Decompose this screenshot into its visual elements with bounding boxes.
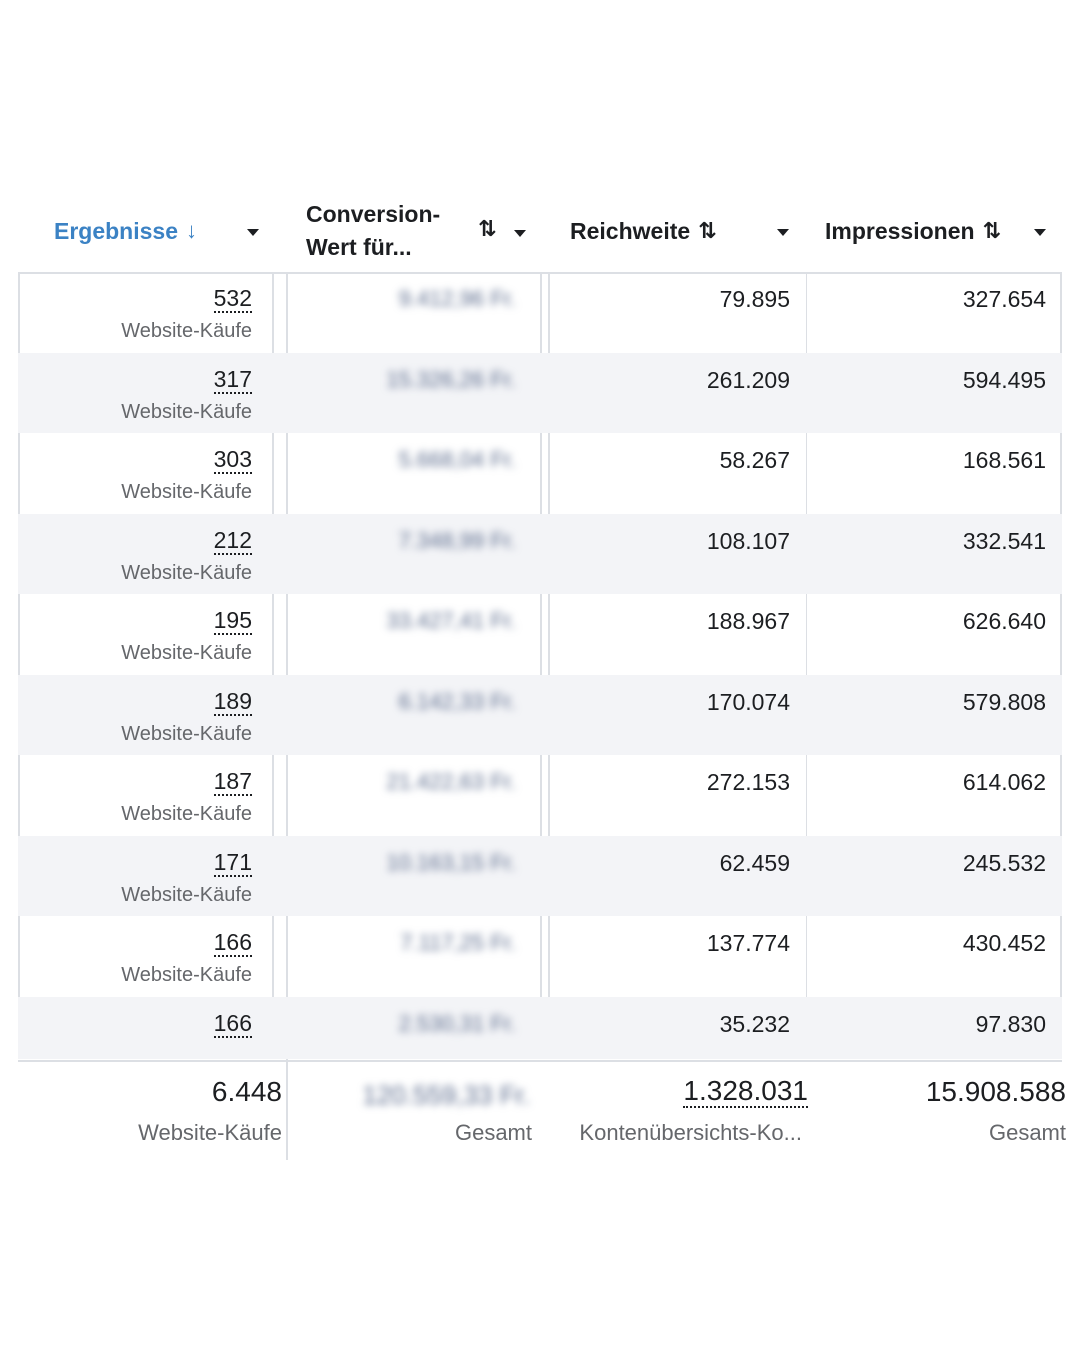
ergebnisse-type-label: Website-Käufe bbox=[121, 803, 252, 825]
table-row: 317 Website-Käufe 15.326,26 Fr. 261.209 594.… bbox=[18, 352, 1062, 433]
column-header-label: Reichweite bbox=[570, 217, 691, 244]
sort-descending-icon[interactable]: ↓ bbox=[186, 218, 197, 243]
conversion-value: 15.326,26 Fr. bbox=[386, 366, 516, 392]
column-divider bbox=[806, 190, 807, 1052]
conversion-value: 10.163,15 Fr. bbox=[386, 849, 516, 875]
column-divider bbox=[540, 190, 542, 1052]
impressionen-value: 594.495 bbox=[962, 366, 1046, 393]
dropdown-caret-icon[interactable] bbox=[777, 229, 789, 236]
impressionen-value: 168.561 bbox=[962, 447, 1046, 473]
conversion-value: 21.422,63 Fr. bbox=[386, 769, 516, 794]
ergebnisse-value[interactable]: 195 bbox=[213, 607, 252, 635]
ergebnisse-type-label: Website-Käufe bbox=[121, 642, 252, 664]
ergebnisse-value[interactable]: 317 bbox=[213, 365, 252, 394]
sort-toggle-icon[interactable]: ⇅ bbox=[478, 216, 497, 241]
table-row: 195 Website-Käufe 33.427,41 Fr. 188.967 626.… bbox=[18, 594, 1062, 674]
conversion-value: 6.142,33 Fr. bbox=[398, 688, 516, 714]
ergebnisse-type-label: Website-Käufe bbox=[121, 400, 252, 423]
dropdown-caret-icon[interactable] bbox=[514, 230, 526, 237]
impressionen-value: 327.654 bbox=[962, 286, 1046, 312]
total-reichweite-label: Kontenübersichts-Ko... bbox=[579, 1120, 802, 1145]
column-divider bbox=[18, 190, 20, 1052]
impressionen-value: 626.640 bbox=[962, 608, 1046, 634]
conversion-value: 2.530,31 Fr. bbox=[398, 1010, 516, 1036]
results-table: Ergebnisse ↓ Conversion- Wert für... ⇅ R… bbox=[18, 190, 1066, 1160]
ergebnisse-value[interactable]: 166 bbox=[213, 929, 252, 957]
column-header-reichweite[interactable]: Reichweite ⇅ bbox=[570, 190, 800, 272]
ergebnisse-type-label: Website-Käufe bbox=[121, 883, 252, 906]
ergebnisse-type-label: Website-Käufe bbox=[121, 481, 252, 503]
conversion-value: 7.117,25 Fr. bbox=[400, 930, 516, 955]
column-header-ergebnisse[interactable]: Ergebnisse ↓ bbox=[54, 190, 284, 272]
ergebnisse-type-label: Website-Käufe bbox=[121, 561, 252, 584]
table-row: 189 Website-Käufe 6.142,33 Fr. 170.074 579.8… bbox=[18, 674, 1062, 755]
ergebnisse-value[interactable]: 171 bbox=[213, 848, 252, 877]
conversion-value: 5.668,04 Fr. bbox=[398, 447, 516, 472]
table-header: Ergebnisse ↓ Conversion- Wert für... ⇅ R… bbox=[18, 190, 1062, 274]
reichweite-value: 79.895 bbox=[719, 286, 790, 312]
column-header-label: Ergebnisse bbox=[54, 217, 178, 244]
reichweite-value: 272.153 bbox=[706, 769, 790, 795]
ergebnisse-value[interactable]: 189 bbox=[213, 687, 252, 716]
ergebnisse-value[interactable]: 303 bbox=[213, 446, 252, 474]
column-header-label: Conversion- Wert für... bbox=[306, 201, 441, 260]
column-header-impressionen[interactable]: Impressionen ⇅ bbox=[825, 190, 1060, 272]
impressionen-value: 245.532 bbox=[962, 849, 1046, 876]
total-reichweite[interactable]: 1.328.031 bbox=[683, 1075, 808, 1108]
table-row: 303 Website-Käufe 5.668,04 Fr. 58.267 168.56… bbox=[18, 433, 1062, 513]
total-ergebnisse-label: Website-Käufe bbox=[138, 1120, 282, 1145]
ergebnisse-type-label: Website-Käufe bbox=[121, 722, 252, 745]
ergebnisse-value[interactable]: 187 bbox=[213, 768, 252, 796]
sort-toggle-icon[interactable]: ⇅ bbox=[698, 218, 717, 243]
total-conversion-label: Gesamt bbox=[454, 1120, 532, 1145]
column-header-label: Impressionen bbox=[825, 217, 975, 244]
reichweite-value: 188.967 bbox=[706, 608, 790, 634]
impressionen-value: 614.062 bbox=[962, 769, 1046, 795]
total-conversion-value: 120.559,33 Fr. bbox=[362, 1080, 530, 1110]
table-row: 171 Website-Käufe 10.163,15 Fr. 62.459 245.5… bbox=[18, 835, 1062, 916]
reichweite-value: 170.074 bbox=[706, 688, 790, 715]
reichweite-value: 137.774 bbox=[706, 930, 790, 956]
ergebnisse-type-label: Website-Käufe bbox=[121, 320, 252, 342]
conversion-value: 9.412,96 Fr. bbox=[398, 286, 516, 311]
column-divider bbox=[548, 190, 550, 1052]
impressionen-value: 97.830 bbox=[975, 1010, 1046, 1037]
ergebnisse-value[interactable]: 532 bbox=[213, 285, 252, 313]
column-header-conversion[interactable]: Conversion- Wert für... ⇅ bbox=[306, 190, 546, 272]
impressionen-value: 579.808 bbox=[962, 688, 1046, 715]
reichweite-value: 108.107 bbox=[706, 527, 790, 554]
total-impressionen-label: Gesamt bbox=[988, 1120, 1066, 1145]
total-impressionen: 15.908.588 bbox=[925, 1076, 1066, 1107]
dropdown-caret-icon[interactable] bbox=[247, 229, 259, 236]
table-row: 187 Website-Käufe 21.422,63 Fr. 272.153 614.… bbox=[18, 755, 1062, 835]
impressionen-value: 332.541 bbox=[962, 527, 1046, 554]
reichweite-value: 58.267 bbox=[719, 447, 790, 473]
table-row: 212 Website-Käufe 7.348,99 Fr. 108.107 332.5… bbox=[18, 513, 1062, 594]
ergebnisse-type-label: Website-Käufe bbox=[121, 964, 252, 986]
sort-toggle-icon[interactable]: ⇅ bbox=[982, 218, 1001, 243]
reichweite-value: 261.209 bbox=[706, 366, 790, 393]
table-row: 166 Website-Käufe 7.117,25 Fr. 137.774 430.4… bbox=[18, 916, 1062, 996]
column-divider bbox=[272, 190, 274, 1052]
conversion-value: 7.348,99 Fr. bbox=[398, 527, 516, 553]
table-row: 532 Website-Käufe 9.412,96 Fr. 79.895 327.65… bbox=[18, 272, 1062, 352]
footer-separator bbox=[18, 1060, 1062, 1062]
dropdown-caret-icon[interactable] bbox=[1034, 229, 1046, 236]
column-divider bbox=[1060, 190, 1062, 1052]
total-ergebnisse: 6.448 bbox=[211, 1076, 282, 1107]
reichweite-value: 62.459 bbox=[719, 849, 790, 876]
impressionen-value: 430.452 bbox=[962, 930, 1046, 956]
ergebnisse-value[interactable]: 166 bbox=[213, 1009, 252, 1038]
conversion-value: 33.427,41 Fr. bbox=[386, 608, 516, 633]
ergebnisse-value[interactable]: 212 bbox=[213, 526, 252, 555]
reichweite-value: 35.232 bbox=[719, 1010, 790, 1037]
table-row: 166 2.530,31 Fr. 35.232 97.830 bbox=[18, 996, 1062, 1059]
